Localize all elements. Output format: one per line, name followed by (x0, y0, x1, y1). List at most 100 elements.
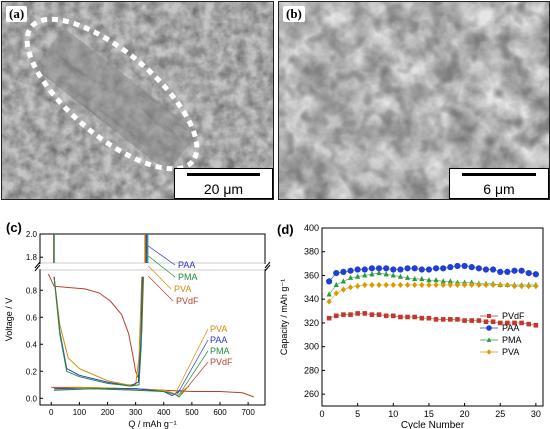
y-tick-label-c: 1.8 (26, 253, 38, 262)
data-point-pvdf (505, 320, 510, 326)
data-point-pva (497, 281, 503, 289)
x-tick-label-d: 25 (495, 409, 505, 419)
legend-lower-pma: PMA (210, 346, 230, 356)
legend-upper-paa: PAA (178, 260, 195, 270)
data-point-paa (390, 266, 397, 273)
capacity-chart: (d) 0 5 10 15 20 25 30 260 280 300 320 340 360 380 400… (277, 222, 544, 429)
series-line-pva-2 (54, 385, 190, 397)
x-tick-label-c: 200 (101, 408, 115, 417)
data-point-pva (347, 284, 354, 291)
y-tick-label-d: 340 (304, 294, 319, 304)
data-point-pva (533, 283, 539, 290)
data-point-pvdf (326, 315, 332, 321)
data-point-pva (419, 281, 425, 289)
series-paa (326, 262, 539, 285)
break-mark-right (264, 261, 271, 272)
data-point-pvdf (440, 317, 446, 322)
plot-frame-c (39, 233, 266, 406)
data-point-pma (404, 274, 411, 280)
data-point-pva (397, 281, 404, 289)
x-tick-label-d: 30 (531, 409, 541, 419)
data-point-paa (432, 265, 440, 272)
axis-break-gap (36, 264, 269, 269)
panel-label-a: (a) (6, 6, 28, 22)
y-axis-label-d: Capacity / mAh g⁻¹ (279, 279, 289, 355)
legend-label-pma: PMA (502, 335, 522, 345)
x-tick-label-c: 0 (49, 408, 54, 417)
data-point-pvdf (355, 311, 360, 316)
data-point-pvdf (497, 320, 503, 326)
scale-label-b: 6 μm (483, 181, 515, 197)
x-tick-label-d: 10 (388, 409, 398, 419)
data-point-paa (525, 269, 532, 277)
panel-label-d: (d) (277, 222, 294, 237)
data-point-pva (426, 281, 432, 289)
y-tick-label-d: 280 (304, 365, 319, 375)
sem-image-b: (b) 6 μm (278, 1, 550, 200)
data-point-pvdf (333, 313, 339, 319)
data-point-pvdf (369, 312, 375, 317)
series-line-pma (53, 276, 144, 387)
data-point-pva (355, 283, 361, 290)
x-axis-label-c: Q / mAh g⁻¹ (128, 419, 176, 429)
data-point-pva (504, 281, 510, 289)
legend-leader-lower (181, 361, 209, 395)
legend-marker (486, 337, 492, 342)
data-point-pma (426, 277, 432, 283)
series-line-pma (328, 272, 536, 295)
y-tick-label-c: 0.0 (26, 394, 38, 403)
series-line-pva (53, 276, 143, 386)
series-line-paa (53, 276, 143, 387)
data-point-pva (383, 281, 389, 289)
data-point-pma (362, 272, 368, 278)
data-point-pvdf (469, 318, 475, 323)
sem-texture-b (279, 2, 549, 199)
data-point-paa (511, 267, 518, 274)
data-point-pva (483, 281, 489, 289)
y-tick-label-d: 360 (304, 270, 319, 280)
legend-item-pva: PVA (480, 347, 519, 357)
series-pvdf (326, 311, 539, 328)
data-point-pvdf (390, 313, 396, 319)
data-point-paa (347, 267, 354, 274)
data-point-paa (440, 265, 447, 272)
data-point-pma (440, 278, 446, 284)
legend-leader-lower (179, 350, 209, 395)
data-point-pma (333, 281, 339, 288)
data-point-paa (504, 268, 511, 276)
legend-lower-pva: PVA (210, 324, 227, 334)
y-tick-label-d: 380 (304, 247, 319, 257)
data-point-pvdf (412, 314, 417, 320)
data-point-paa (497, 268, 504, 276)
legend-item-pma: PMA (480, 335, 522, 345)
x-tick-label-c: 700 (241, 408, 255, 417)
sem-texture-a (2, 2, 273, 199)
y-tick-label-d: 260 (304, 389, 319, 399)
data-point-pvdf (362, 311, 368, 316)
data-point-pma (340, 278, 346, 284)
y-tick-label-c: 0.6 (26, 313, 38, 322)
data-point-paa (461, 262, 468, 270)
legend-label-pvdf: PVdF (502, 311, 525, 321)
data-point-pvdf (376, 312, 382, 317)
data-point-paa (468, 264, 475, 271)
panel-label-b: (b) (283, 6, 305, 22)
data-point-pva (476, 281, 482, 289)
x-tick-label-c: 600 (213, 408, 227, 417)
legend-upper-pva: PVA (174, 284, 191, 294)
data-point-pvdf (383, 313, 389, 319)
highlight-ellipse (24, 16, 200, 172)
data-point-pva (404, 281, 411, 289)
data-point-paa (361, 266, 368, 273)
data-point-pma (397, 273, 404, 279)
legend-item-paa: PAA (480, 323, 519, 333)
data-point-pma (376, 269, 382, 276)
legend-leader-upper (148, 255, 176, 278)
data-point-pva (433, 281, 439, 289)
scale-label-a: 20 μm (203, 181, 244, 197)
data-point-pva (390, 281, 396, 289)
data-point-pvdf (433, 317, 439, 322)
legend-marker (486, 349, 492, 355)
data-point-pvdf (490, 319, 496, 325)
data-point-pva (340, 286, 346, 293)
